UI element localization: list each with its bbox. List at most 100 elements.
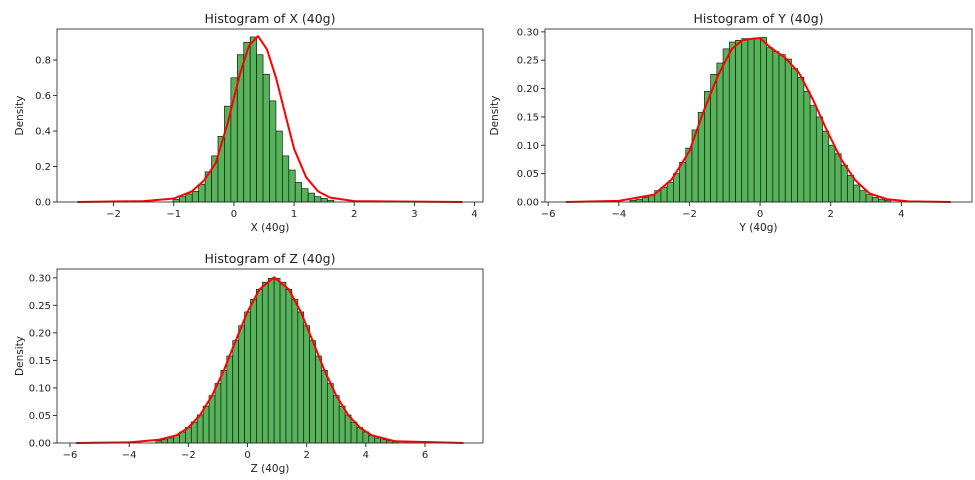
- histogram-bar: [269, 100, 277, 203]
- x-tick-label: −6: [63, 450, 78, 461]
- histogram-bar: [797, 76, 805, 203]
- histogram-bar: [716, 62, 724, 203]
- histogram-bar: [202, 405, 210, 444]
- histogram-bar: [198, 183, 206, 203]
- histogram-bar: [871, 197, 879, 203]
- y-tick-label: 0.15: [517, 112, 539, 123]
- histogram-bar: [747, 38, 755, 203]
- x-tick-label: −1: [166, 209, 181, 220]
- y-tick-label: 0.25: [517, 56, 539, 67]
- histogram-bar: [161, 439, 168, 444]
- histogram-bar: [778, 54, 786, 203]
- y-tick-label: 0.25: [29, 301, 51, 312]
- histogram-bar: [208, 395, 216, 444]
- histogram-bar: [672, 173, 680, 203]
- y-axis-label: Density: [14, 336, 26, 376]
- y-tick-label: 0.00: [517, 198, 539, 209]
- histogram-bar: [214, 383, 222, 444]
- histogram-bar: [303, 325, 310, 444]
- histogram-bar: [238, 325, 245, 444]
- histogram-bar: [828, 144, 836, 203]
- histogram-bar: [232, 340, 239, 444]
- histogram-bar: [847, 174, 854, 203]
- y-tick-label: 0.30: [517, 27, 539, 38]
- y-tick-label: 0.0: [35, 198, 51, 209]
- histogram-bar: [256, 289, 263, 444]
- histogram-bar: [815, 116, 823, 203]
- x-tick-label: 4: [363, 450, 369, 461]
- x-tick-label: −2: [682, 209, 697, 220]
- x-tick-label: −4: [122, 450, 137, 461]
- x-tick-label: 1: [291, 209, 297, 220]
- histogram-bar: [321, 369, 328, 444]
- histogram-bar: [834, 153, 842, 203]
- kde-curve: [565, 37, 951, 203]
- histogram-x: −2 −1 0 1 2 3 4 0.0 0.2 0.4 0.6 0.8 Histogram of X (…: [14, 11, 484, 234]
- y-tick-label: 0.2: [35, 162, 51, 173]
- histogram-y: −6 −4 −2 0 2 4 0.00 0.05 0.10 0.15 0.20 0.25 0.30 His…: [489, 11, 973, 234]
- histogram-bar: [735, 39, 743, 203]
- histogram-bar: [822, 130, 830, 203]
- histogram-bar: [327, 383, 334, 444]
- histogram-bar: [256, 54, 264, 203]
- histogram-bar: [722, 48, 730, 203]
- y-tick-label: 0.20: [29, 328, 51, 339]
- x-tick-label: 2: [303, 450, 309, 461]
- histogram-bar: [301, 188, 309, 203]
- histogram-bar: [273, 278, 281, 444]
- x-axis-label: Y (40g): [739, 222, 778, 234]
- histogram-bar: [840, 164, 848, 203]
- histogram-bar: [190, 421, 198, 444]
- histogram-bar: [275, 130, 283, 203]
- y-axis-label: Density: [489, 96, 501, 136]
- histogram-bar: [226, 355, 234, 444]
- axes-frame: [544, 28, 973, 203]
- histogram-bar: [791, 68, 799, 203]
- histogram-bar: [865, 194, 873, 203]
- x-tick-label: −4: [611, 209, 626, 220]
- x-tick-label: 3: [411, 209, 417, 220]
- y-tick-label: 0.4: [35, 127, 51, 138]
- histogram-bar: [679, 161, 687, 203]
- x-tick-label: 0: [231, 209, 237, 220]
- histogram-bar: [250, 298, 257, 444]
- histogram-bar: [641, 197, 649, 203]
- histogram-bar: [291, 298, 299, 444]
- y-tick-label: 0.8: [35, 56, 51, 67]
- histogram-bar: [741, 38, 749, 203]
- x-tick-label: 4: [471, 209, 477, 220]
- histogram-bar: [753, 38, 761, 203]
- histogram-bar: [315, 355, 322, 444]
- y-tick-label: 0.6: [35, 91, 51, 102]
- chart-title: Histogram of X (40g): [205, 11, 336, 26]
- histogram-bar: [220, 369, 228, 444]
- chart-title: Histogram of Z (40g): [205, 251, 336, 266]
- histogram-bar: [191, 191, 200, 203]
- x-tick-label: 2: [351, 209, 357, 220]
- x-tick-label: 4: [898, 209, 904, 220]
- y-tick-label: 0.10: [29, 383, 51, 394]
- histogram-bar: [859, 190, 867, 203]
- histogram-bar: [185, 193, 193, 203]
- histogram-bar: [267, 278, 275, 444]
- x-tick-label: −2: [181, 450, 196, 461]
- histogram-bar: [243, 41, 251, 203]
- histogram-bar: [167, 437, 174, 444]
- x-tick-label: 0: [244, 450, 250, 461]
- histogram-bar: [772, 51, 780, 203]
- histogram-bar: [262, 73, 270, 203]
- histogram-bar: [297, 311, 305, 444]
- histogram-bar: [196, 414, 204, 444]
- histogram-bar: [307, 192, 315, 203]
- histogram-bar: [660, 186, 668, 203]
- histogram-bar: [285, 289, 293, 444]
- y-tick-label: 0.00: [29, 439, 51, 450]
- y-tick-label: 0.30: [29, 273, 51, 284]
- histogram-bar: [766, 47, 774, 203]
- histogram-bar: [760, 37, 767, 203]
- y-tick-label: 0.10: [517, 141, 539, 152]
- x-tick-label: 0: [757, 209, 763, 220]
- axes-frame: [56, 268, 484, 444]
- x-tick-label: 2: [828, 209, 834, 220]
- histogram-bar: [309, 340, 316, 444]
